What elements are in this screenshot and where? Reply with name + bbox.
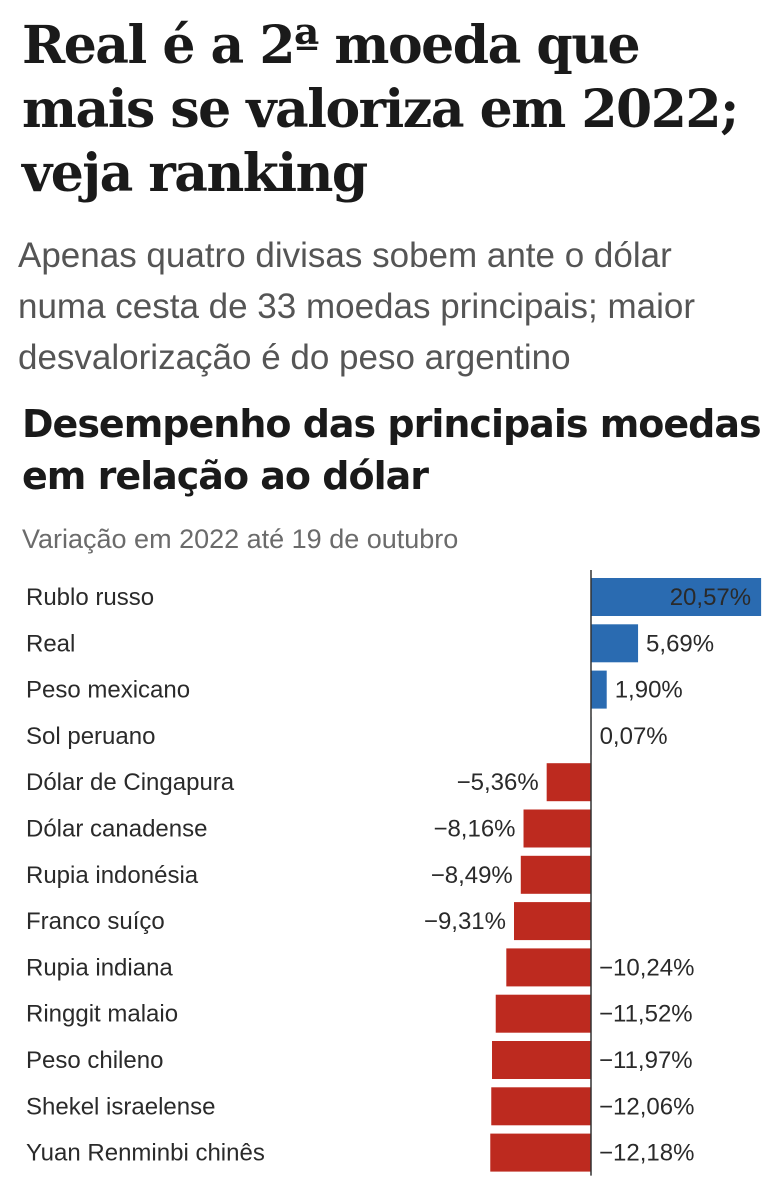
category-label: Yuan Renminbi chinês bbox=[26, 1140, 265, 1167]
bar bbox=[490, 1133, 591, 1172]
value-label: −8,16% bbox=[433, 816, 515, 843]
value-label: 20,57% bbox=[670, 584, 751, 611]
category-label: Peso mexicano bbox=[26, 677, 190, 704]
bar bbox=[514, 902, 591, 941]
category-label: Ringgit malaio bbox=[26, 1001, 178, 1028]
deck: Apenas quatro divisas sobem ante o dólar… bbox=[18, 236, 696, 377]
category-label: Sol peruano bbox=[26, 723, 155, 750]
headline: Real é a 2ª moeda que mais se valoriza e… bbox=[22, 15, 739, 204]
bar bbox=[520, 855, 591, 894]
bar bbox=[523, 809, 591, 848]
value-label: −11,52% bbox=[599, 1001, 693, 1028]
value-label: −5,36% bbox=[457, 769, 539, 796]
value-label: 5,69% bbox=[646, 630, 714, 657]
value-label: −9,31% bbox=[424, 908, 506, 935]
value-label: −10,24% bbox=[599, 954, 694, 981]
value-label: −11,97% bbox=[599, 1047, 693, 1074]
bar bbox=[491, 1087, 591, 1126]
category-label: Rupia indiana bbox=[26, 954, 173, 981]
bar bbox=[506, 948, 591, 987]
bar bbox=[591, 624, 639, 663]
value-label: −12,06% bbox=[599, 1093, 694, 1120]
chart-subtitle: Variação em 2022 até 19 de outubro bbox=[22, 524, 459, 554]
category-label: Dólar canadense bbox=[26, 816, 207, 843]
value-label: −12,18% bbox=[599, 1140, 694, 1167]
bar bbox=[546, 763, 591, 802]
category-label: Peso chileno bbox=[26, 1047, 163, 1074]
category-label: Dólar de Cingapura bbox=[26, 769, 235, 796]
bar bbox=[591, 578, 762, 616]
bar bbox=[492, 1041, 591, 1079]
value-label: 0,07% bbox=[600, 723, 668, 750]
category-label: Real bbox=[26, 630, 75, 657]
bar-chart: Rublo russo 20,57% Real 5,69% Peso mexicano 1… bbox=[26, 570, 762, 1176]
chart-title: Desempenho das principais moedas em rela… bbox=[22, 402, 762, 498]
value-label: 1,90% bbox=[615, 677, 683, 704]
category-label: Franco suíço bbox=[26, 908, 165, 935]
category-label: Shekel israelense bbox=[26, 1093, 215, 1120]
category-label: Rupia indonésia bbox=[26, 862, 199, 889]
category-label: Rublo russo bbox=[26, 584, 154, 611]
value-label: −8,49% bbox=[431, 862, 513, 889]
bar bbox=[495, 994, 591, 1033]
bar bbox=[591, 670, 607, 709]
